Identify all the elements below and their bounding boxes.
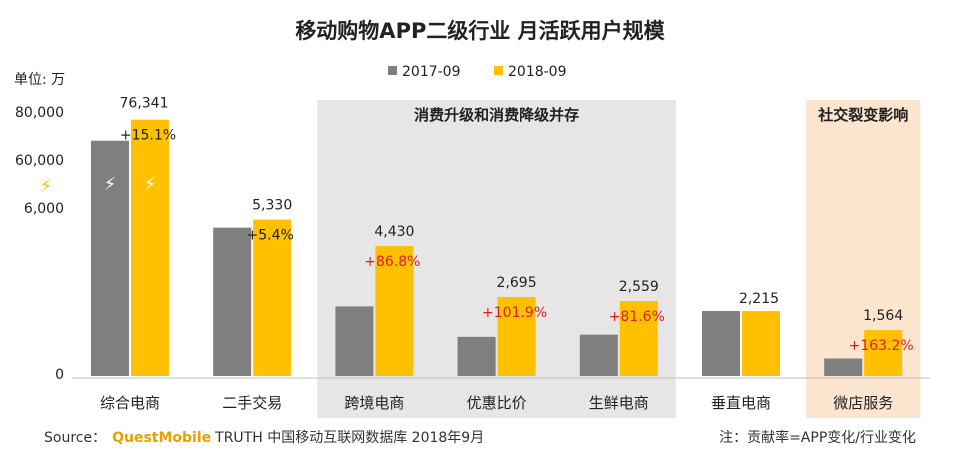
axis-break-symbol: ⚡ (40, 176, 53, 197)
value-label-4: 2,559 (619, 279, 659, 295)
bar-2017-3 (457, 336, 496, 376)
bar-2017-4 (579, 334, 618, 376)
legend-label-1: 2018-09 (508, 64, 567, 80)
change-label-4: +81.6% (609, 309, 665, 325)
bar-2018-4 (619, 300, 658, 376)
change-label-6: +163.2% (849, 338, 914, 354)
x-tick-label-1: 二手交易 (222, 394, 282, 412)
legend-swatch-0 (388, 66, 397, 75)
bar-2018-0 (131, 119, 169, 376)
value-label-2: 4,430 (374, 224, 414, 240)
highlight-group-label-0: 消费升级和消费降级并存 (414, 106, 579, 124)
chart-title: 移动购物APP二级行业 月活跃用户规模 (295, 19, 665, 43)
legend-label-0: 2017-09 (402, 64, 461, 80)
value-label-5: 2,215 (739, 291, 779, 307)
source-prefix: Source： (44, 430, 106, 446)
bar-2018-3 (497, 296, 536, 376)
x-tick-label-2: 跨境电商 (344, 394, 404, 412)
x-tick-label-4: 生鲜电商 (589, 394, 649, 412)
x-tick-label-6: 微店服务 (833, 394, 893, 412)
source-text: Source： QuestMobile TRUTH 中国移动互联网数据库 2018年… (44, 430, 484, 446)
bar-2017-5 (702, 311, 740, 376)
bar-break-2018-0: ⚡ (144, 174, 157, 195)
value-label-0: 76,341 (120, 96, 169, 112)
x-tick-label-5: 垂直电商 (711, 394, 771, 412)
bar-2017-6 (824, 358, 863, 376)
footnote: 注：贡献率=APP变化/行业变化 (719, 429, 916, 446)
bar-2018-6 (864, 330, 903, 376)
change-label-0: +15.1% (120, 128, 176, 144)
bar-2017-1 (213, 227, 252, 376)
highlight-group-1 (806, 100, 921, 418)
bar-2018-1 (253, 219, 292, 376)
bar-2017-0 (91, 140, 129, 376)
x-tick-label-3: 优惠比价 (467, 394, 527, 412)
y-tick-label-3: 80,000 (15, 105, 64, 121)
x-tick-label-0: 综合电商 (100, 394, 160, 412)
bar-2018-5 (742, 311, 780, 376)
change-label-3: +101.9% (482, 305, 547, 321)
y-tick-label-0: 0 (55, 367, 64, 383)
unit-label: 单位: 万 (14, 72, 65, 88)
change-label-2: +86.8% (364, 254, 420, 270)
change-label-1: +5.4% (247, 228, 294, 244)
legend-swatch-1 (494, 66, 503, 75)
value-label-3: 2,695 (497, 275, 537, 291)
source-brand: QuestMobile (112, 430, 211, 446)
bar-break-2017-0: ⚡ (104, 174, 117, 195)
source-rest: TRUTH 中国移动互联网数据库 2018年9月 (214, 430, 484, 446)
highlight-group-label-1: 社交裂变影响 (817, 106, 908, 124)
y-tick-label-1: 6,000 (24, 201, 64, 217)
y-tick-label-2: 60,000 (15, 153, 64, 169)
value-label-6: 1,564 (863, 308, 903, 324)
bar-2017-2 (335, 306, 374, 376)
value-label-1: 5,330 (252, 198, 292, 214)
bar-2018-2 (375, 246, 414, 376)
